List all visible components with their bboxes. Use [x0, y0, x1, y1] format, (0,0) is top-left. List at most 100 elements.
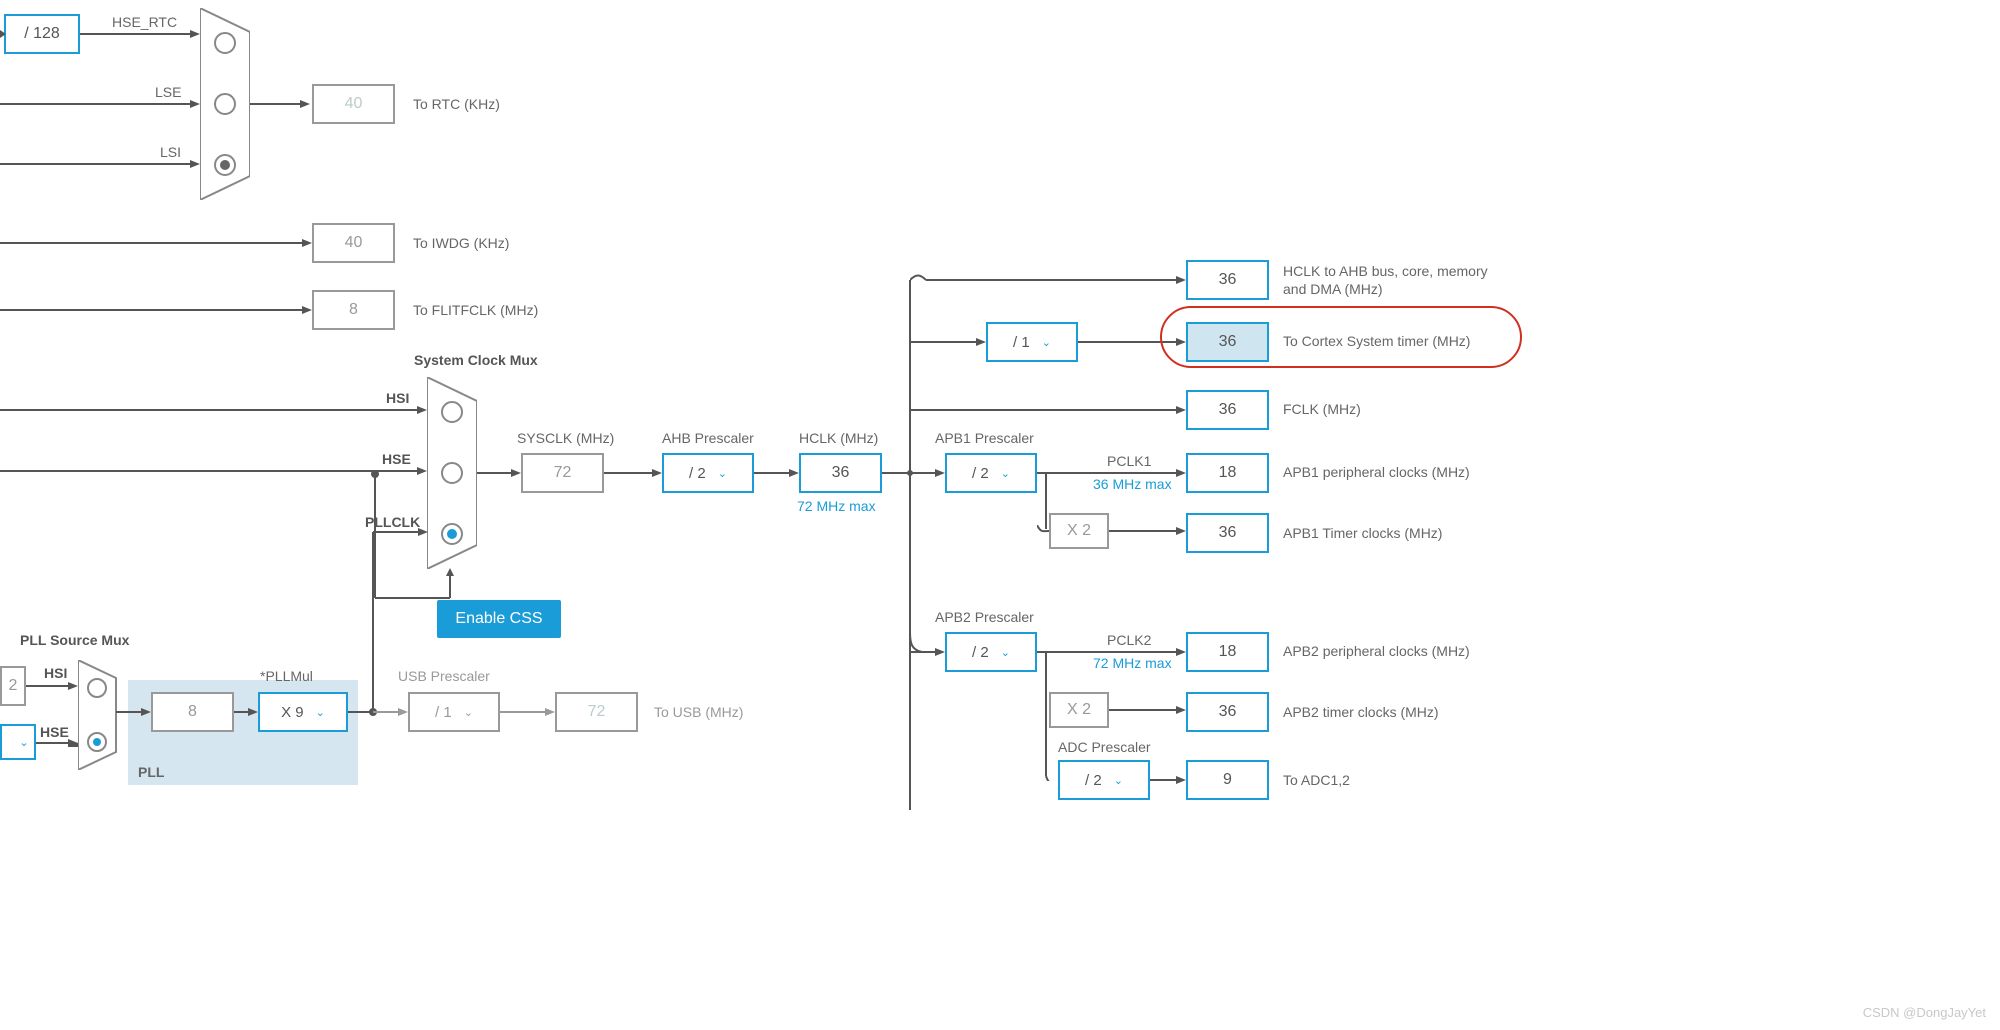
- pll-freq-value: 8: [188, 703, 197, 721]
- iwdg-label: To IWDG (KHz): [413, 235, 509, 251]
- adc-div-value: / 2: [1085, 772, 1102, 789]
- iwdg-value: 40: [345, 234, 363, 252]
- apb2-branch-curve: [902, 632, 922, 662]
- rtc-value-box: 40: [312, 84, 395, 124]
- apb2-div-value: / 2: [972, 644, 989, 661]
- flitf-value: 8: [349, 301, 358, 319]
- fclk-label: FCLK (MHz): [1283, 401, 1361, 417]
- apb1-periph-label: APB1 peripheral clocks (MHz): [1283, 464, 1470, 480]
- pll-hsi-label: HSI: [44, 665, 67, 681]
- apb1-div-dropdown[interactable]: / 2⌄: [945, 453, 1037, 493]
- apb2-periph-box: 18: [1186, 632, 1269, 672]
- pll-label: PLL: [138, 764, 164, 780]
- arrow-pll-sysclk: [348, 524, 428, 718]
- pll-mux[interactable]: [78, 660, 118, 770]
- apb2-timer-box: 36: [1186, 692, 1269, 732]
- lse-label: LSE: [155, 84, 181, 100]
- adc-value: 9: [1223, 771, 1232, 789]
- ahb-prescaler-dropdown[interactable]: / 2 ⌄: [662, 453, 754, 493]
- chevron-down-icon: ⌄: [1001, 467, 1010, 480]
- hclk-max-label: 72 MHz max: [797, 498, 876, 514]
- apb2-div-dropdown[interactable]: / 2 ⌄: [945, 632, 1037, 672]
- arrow-apb1-mul-in: [1037, 525, 1051, 537]
- apb1-periph-box: 18: [1186, 453, 1269, 493]
- arrow-pll-hsi: [26, 680, 78, 692]
- fclk-value: 36: [1219, 401, 1237, 419]
- apb2-timer-value: 36: [1219, 703, 1237, 721]
- pll-2-box: 2: [0, 666, 26, 706]
- hclk-box[interactable]: 36: [799, 453, 882, 493]
- arrow-rtcmux-out: [250, 98, 310, 110]
- fclk-box: 36: [1186, 390, 1269, 430]
- pllmul-dropdown[interactable]: X 9⌄: [258, 692, 348, 732]
- apb1-timer-label: APB1 Timer clocks (MHz): [1283, 525, 1442, 541]
- hclk-ahb-value: 36: [1219, 271, 1237, 289]
- hse-sysmux-label: HSE: [382, 451, 411, 467]
- arrow-sysmux-sysclk: [477, 467, 521, 479]
- rtc-output-label: To RTC (KHz): [413, 96, 500, 112]
- div128-text: / 128: [24, 25, 60, 43]
- arrow-apb2-periph: [1037, 646, 1186, 658]
- watermark: CSDN @DongJayYet: [1863, 1005, 1986, 1020]
- chevron-down-icon: ⌄: [718, 467, 727, 480]
- apb2-title: APB2 Prescaler: [935, 609, 1034, 625]
- rtc-value: 40: [345, 95, 363, 113]
- sysclk-value: 72: [554, 464, 572, 482]
- adc-div-dropdown[interactable]: / 2⌄: [1058, 760, 1150, 800]
- apb1-mul-box: X 2: [1049, 513, 1109, 549]
- lsi-label: LSI: [160, 144, 181, 160]
- arrow-flitf: [0, 304, 312, 316]
- hse-div-dropdown[interactable]: ⌄: [0, 724, 36, 760]
- chevron-down-icon: ⌄: [1042, 336, 1051, 349]
- rtc-mux[interactable]: [200, 8, 250, 200]
- pll-2-value: 2: [9, 677, 18, 695]
- pll-freq-box: 8: [151, 692, 234, 732]
- apb2-mul-box: X 2: [1049, 692, 1109, 728]
- usb-title: USB Prescaler: [398, 668, 490, 684]
- pllmul-value: X 9: [281, 704, 304, 721]
- enable-css-text: Enable CSS: [455, 610, 542, 628]
- arrow-usb-in: [373, 706, 408, 718]
- sysclk-label: SYSCLK (MHz): [517, 430, 614, 446]
- hclk-ahb-label: HCLK to AHB bus, core, memory and DMA (M…: [1283, 262, 1493, 298]
- arrow-hsi-sysmux: [0, 404, 427, 416]
- usb-div-dropdown[interactable]: / 1⌄: [408, 692, 500, 732]
- pll-title: PLL Source Mux: [20, 632, 129, 648]
- arrow-systick-out: [1078, 336, 1186, 348]
- arrow-sysclk-ahb: [604, 467, 662, 479]
- enable-css-button[interactable]: Enable CSS: [437, 600, 561, 638]
- arrow-iwdg: [0, 237, 312, 249]
- apb2-timer-label: APB2 timer clocks (MHz): [1283, 704, 1439, 720]
- arrow-div128-in: [0, 28, 6, 40]
- chevron-down-icon: ⌄: [1001, 646, 1010, 659]
- sysmux-title: System Clock Mux: [414, 352, 538, 368]
- hclk-value: 36: [832, 464, 850, 482]
- apb1-timer-value: 36: [1219, 524, 1237, 542]
- arrow-adc-branch: [1037, 706, 1055, 781]
- apb1-periph-value: 18: [1219, 464, 1237, 482]
- hclk-label: HCLK (MHz): [799, 430, 878, 446]
- arrow-usb-out: [500, 706, 555, 718]
- arrow-fclk: [910, 404, 1186, 416]
- arrow-pllmux-out: [116, 706, 151, 718]
- systick-div-value: / 1: [1013, 334, 1030, 351]
- usb-div-value: / 1: [435, 704, 452, 721]
- flitf-value-box: 8: [312, 290, 395, 330]
- systick-box: 36: [1186, 322, 1269, 362]
- hsi-sysmux-label: HSI: [386, 390, 409, 406]
- arrow-apb1-timer: [1109, 525, 1186, 537]
- sysclk-box: 72: [521, 453, 604, 493]
- arrow-apb1-in: [910, 467, 945, 479]
- systick-div-dropdown[interactable]: / 1 ⌄: [986, 322, 1078, 362]
- apb2-periph-value: 18: [1219, 643, 1237, 661]
- arrow-pll-mul: [234, 706, 258, 718]
- arrow-apb2-timer: [1109, 704, 1186, 716]
- systick-label: To Cortex System timer (MHz): [1283, 333, 1470, 349]
- pllmul-label: *PLLMul: [260, 668, 313, 684]
- div128-box: / 128: [4, 14, 80, 54]
- hse-rtc-label: HSE_RTC: [112, 14, 177, 30]
- iwdg-value-box: 40: [312, 223, 395, 263]
- hclk-ahb-box: 36: [1186, 260, 1269, 300]
- arrow-pll-hse: [36, 737, 78, 749]
- ahb-value: / 2: [689, 465, 706, 482]
